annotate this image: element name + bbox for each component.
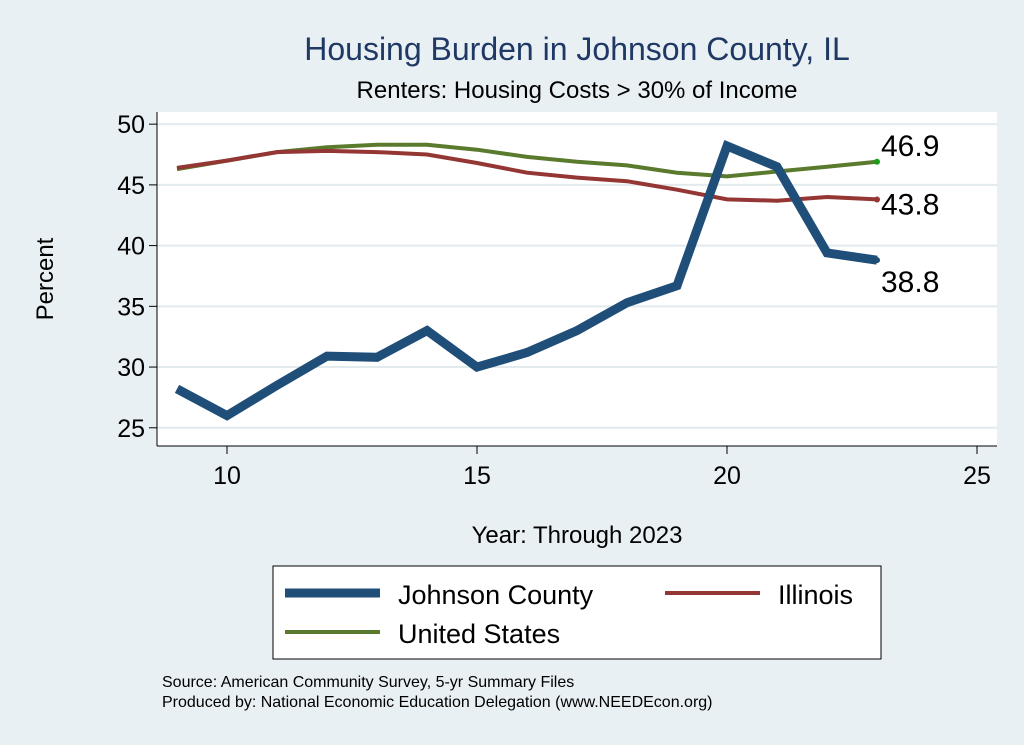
x-tick-label-20: 20 [713, 462, 741, 490]
grid-lines [157, 123, 997, 429]
series-end-point-johnson-county [874, 257, 880, 264]
series-end-point-united-states [874, 158, 880, 165]
y-tick-label-45: 45 [117, 172, 145, 200]
legend-label-johnson-county: Johnson County [398, 580, 594, 610]
end-label-johnson-county: 38.8 [881, 266, 939, 299]
x-tick-label-15: 15 [463, 462, 491, 490]
chart-subtitle: Renters: Housing Costs > 30% of Income [357, 77, 798, 104]
y-tick-label-25: 25 [117, 415, 145, 443]
y-tick-label-50: 50 [117, 111, 145, 139]
y-axis-label: Percent [32, 237, 59, 320]
axes: 25 30 35 40 45 50 10 15 20 25 [117, 111, 997, 490]
end-label-united-states: 46.9 [881, 130, 939, 163]
series-group [174, 140, 880, 421]
end-label-illinois: 43.8 [881, 188, 939, 221]
series-line-johnson-county [174, 140, 878, 421]
source-note: Source: American Community Survey, 5-yr … [162, 674, 574, 691]
legend-label-united-states: United States [398, 619, 560, 649]
legend-box [272, 565, 882, 660]
y-tick-label-35: 35 [117, 293, 145, 321]
produced-by-note: Produced by: National Economic Education… [162, 694, 713, 711]
series-line-illinois [176, 148, 878, 203]
legend-label-illinois: Illinois [778, 580, 853, 610]
legend: Johnson County Illinois United States [272, 565, 882, 660]
x-tick-label-25: 25 [963, 462, 991, 490]
chart-title: Housing Burden in Johnson County, IL [304, 31, 850, 67]
x-tick-label-10: 10 [213, 462, 241, 490]
y-tick-label-40: 40 [117, 233, 145, 261]
plot-area [157, 112, 997, 446]
series-end-point-illinois [874, 196, 880, 203]
end-labels: 38.8 43.8 46.9 [881, 130, 939, 299]
x-axis-label: Year: Through 2023 [472, 522, 683, 549]
y-tick-label-30: 30 [117, 354, 145, 382]
